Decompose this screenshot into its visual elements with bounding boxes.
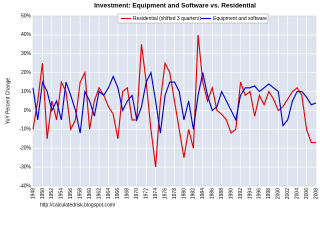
x-tick-label: 1950 <box>40 188 46 199</box>
x-tick-label: 1954 <box>59 188 65 199</box>
x-tick-label: 1996 <box>257 188 263 199</box>
legend-label: Equipment and software <box>213 16 267 22</box>
series-line <box>32 70 317 134</box>
y-tick-label: 50% <box>21 13 32 19</box>
x-tick-label: 1980 <box>181 188 187 199</box>
x-tick-label: 1984 <box>200 188 206 199</box>
x-tick-label: 1994 <box>247 188 253 199</box>
x-tick-label: 2002 <box>285 188 291 199</box>
x-tick-label: 1966 <box>115 188 121 199</box>
x-tick-label: 1960 <box>87 188 93 199</box>
x-tick-label: 1974 <box>153 188 159 199</box>
x-tick-label: 1990 <box>228 188 234 199</box>
chart: Investment: Equipment and Software vs. R… <box>5 2 320 209</box>
series-line <box>32 34 316 168</box>
x-tick-label: 1970 <box>134 188 140 199</box>
x-tick-label: 1958 <box>77 188 83 199</box>
x-tick-label: 2006 <box>304 188 310 199</box>
x-tick-label: 2000 <box>276 188 282 199</box>
x-tick-label: 1948 <box>30 188 36 199</box>
x-tick-label: 1976 <box>162 188 168 199</box>
x-tick-label: 1972 <box>144 188 150 199</box>
x-tick-label: 1962 <box>96 188 102 199</box>
x-tick-label: 1986 <box>210 188 216 199</box>
legend-label: Residential (shifted 3 quarters) <box>133 16 201 22</box>
x-tick-label: 1982 <box>191 188 197 199</box>
y-tick-label: -20% <box>19 146 31 152</box>
y-axis-label: YoY Percent Change <box>5 78 11 125</box>
y-tick-label: 40% <box>21 32 32 38</box>
x-tick-label: 1952 <box>49 188 55 199</box>
y-tick-label: 20% <box>21 70 32 76</box>
x-tick-label: 2004 <box>294 188 300 199</box>
x-tick-label: 1956 <box>68 188 74 199</box>
y-tick-label: 10% <box>21 89 32 95</box>
y-tick-label: -30% <box>19 164 31 170</box>
y-tick-label: -10% <box>19 127 31 133</box>
x-tick-label: 2008 <box>313 188 319 199</box>
x-tick-label: 1998 <box>266 188 272 199</box>
x-tick-label: 1968 <box>125 188 131 199</box>
chart-title: Investment: Equipment and Software vs. R… <box>94 3 256 10</box>
x-tick-label: 1988 <box>219 188 225 199</box>
x-tick-label: 1964 <box>106 188 112 199</box>
y-tick-label: -40% <box>19 183 31 189</box>
annotation: http://calculatedrisk.blogspot.com/ <box>40 202 116 208</box>
y-tick-label: 30% <box>21 51 32 57</box>
x-tick-label: 1978 <box>172 188 178 199</box>
x-tick-label: 1992 <box>238 188 244 199</box>
legend-box <box>117 13 269 24</box>
y-tick-label: 0% <box>24 108 32 114</box>
page: {"chart_data": {"type": "line", "title":… <box>5 2 320 209</box>
